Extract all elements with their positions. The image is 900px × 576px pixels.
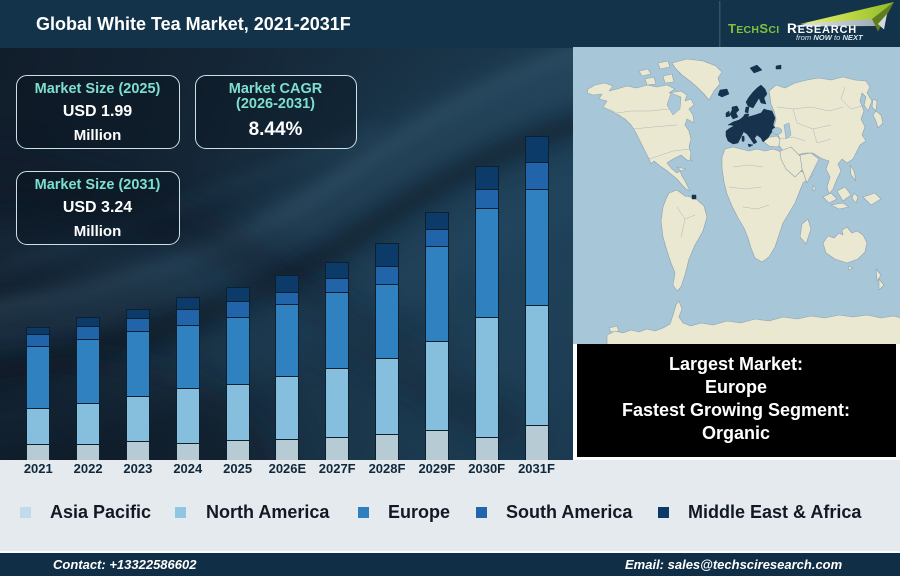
svg-text:from NOW to NEXT: from NOW to NEXT: [796, 33, 864, 42]
svg-text:TECHSCI: TECHSCI: [728, 21, 779, 36]
svg-text:RESEARCH: RESEARCH: [787, 21, 857, 36]
